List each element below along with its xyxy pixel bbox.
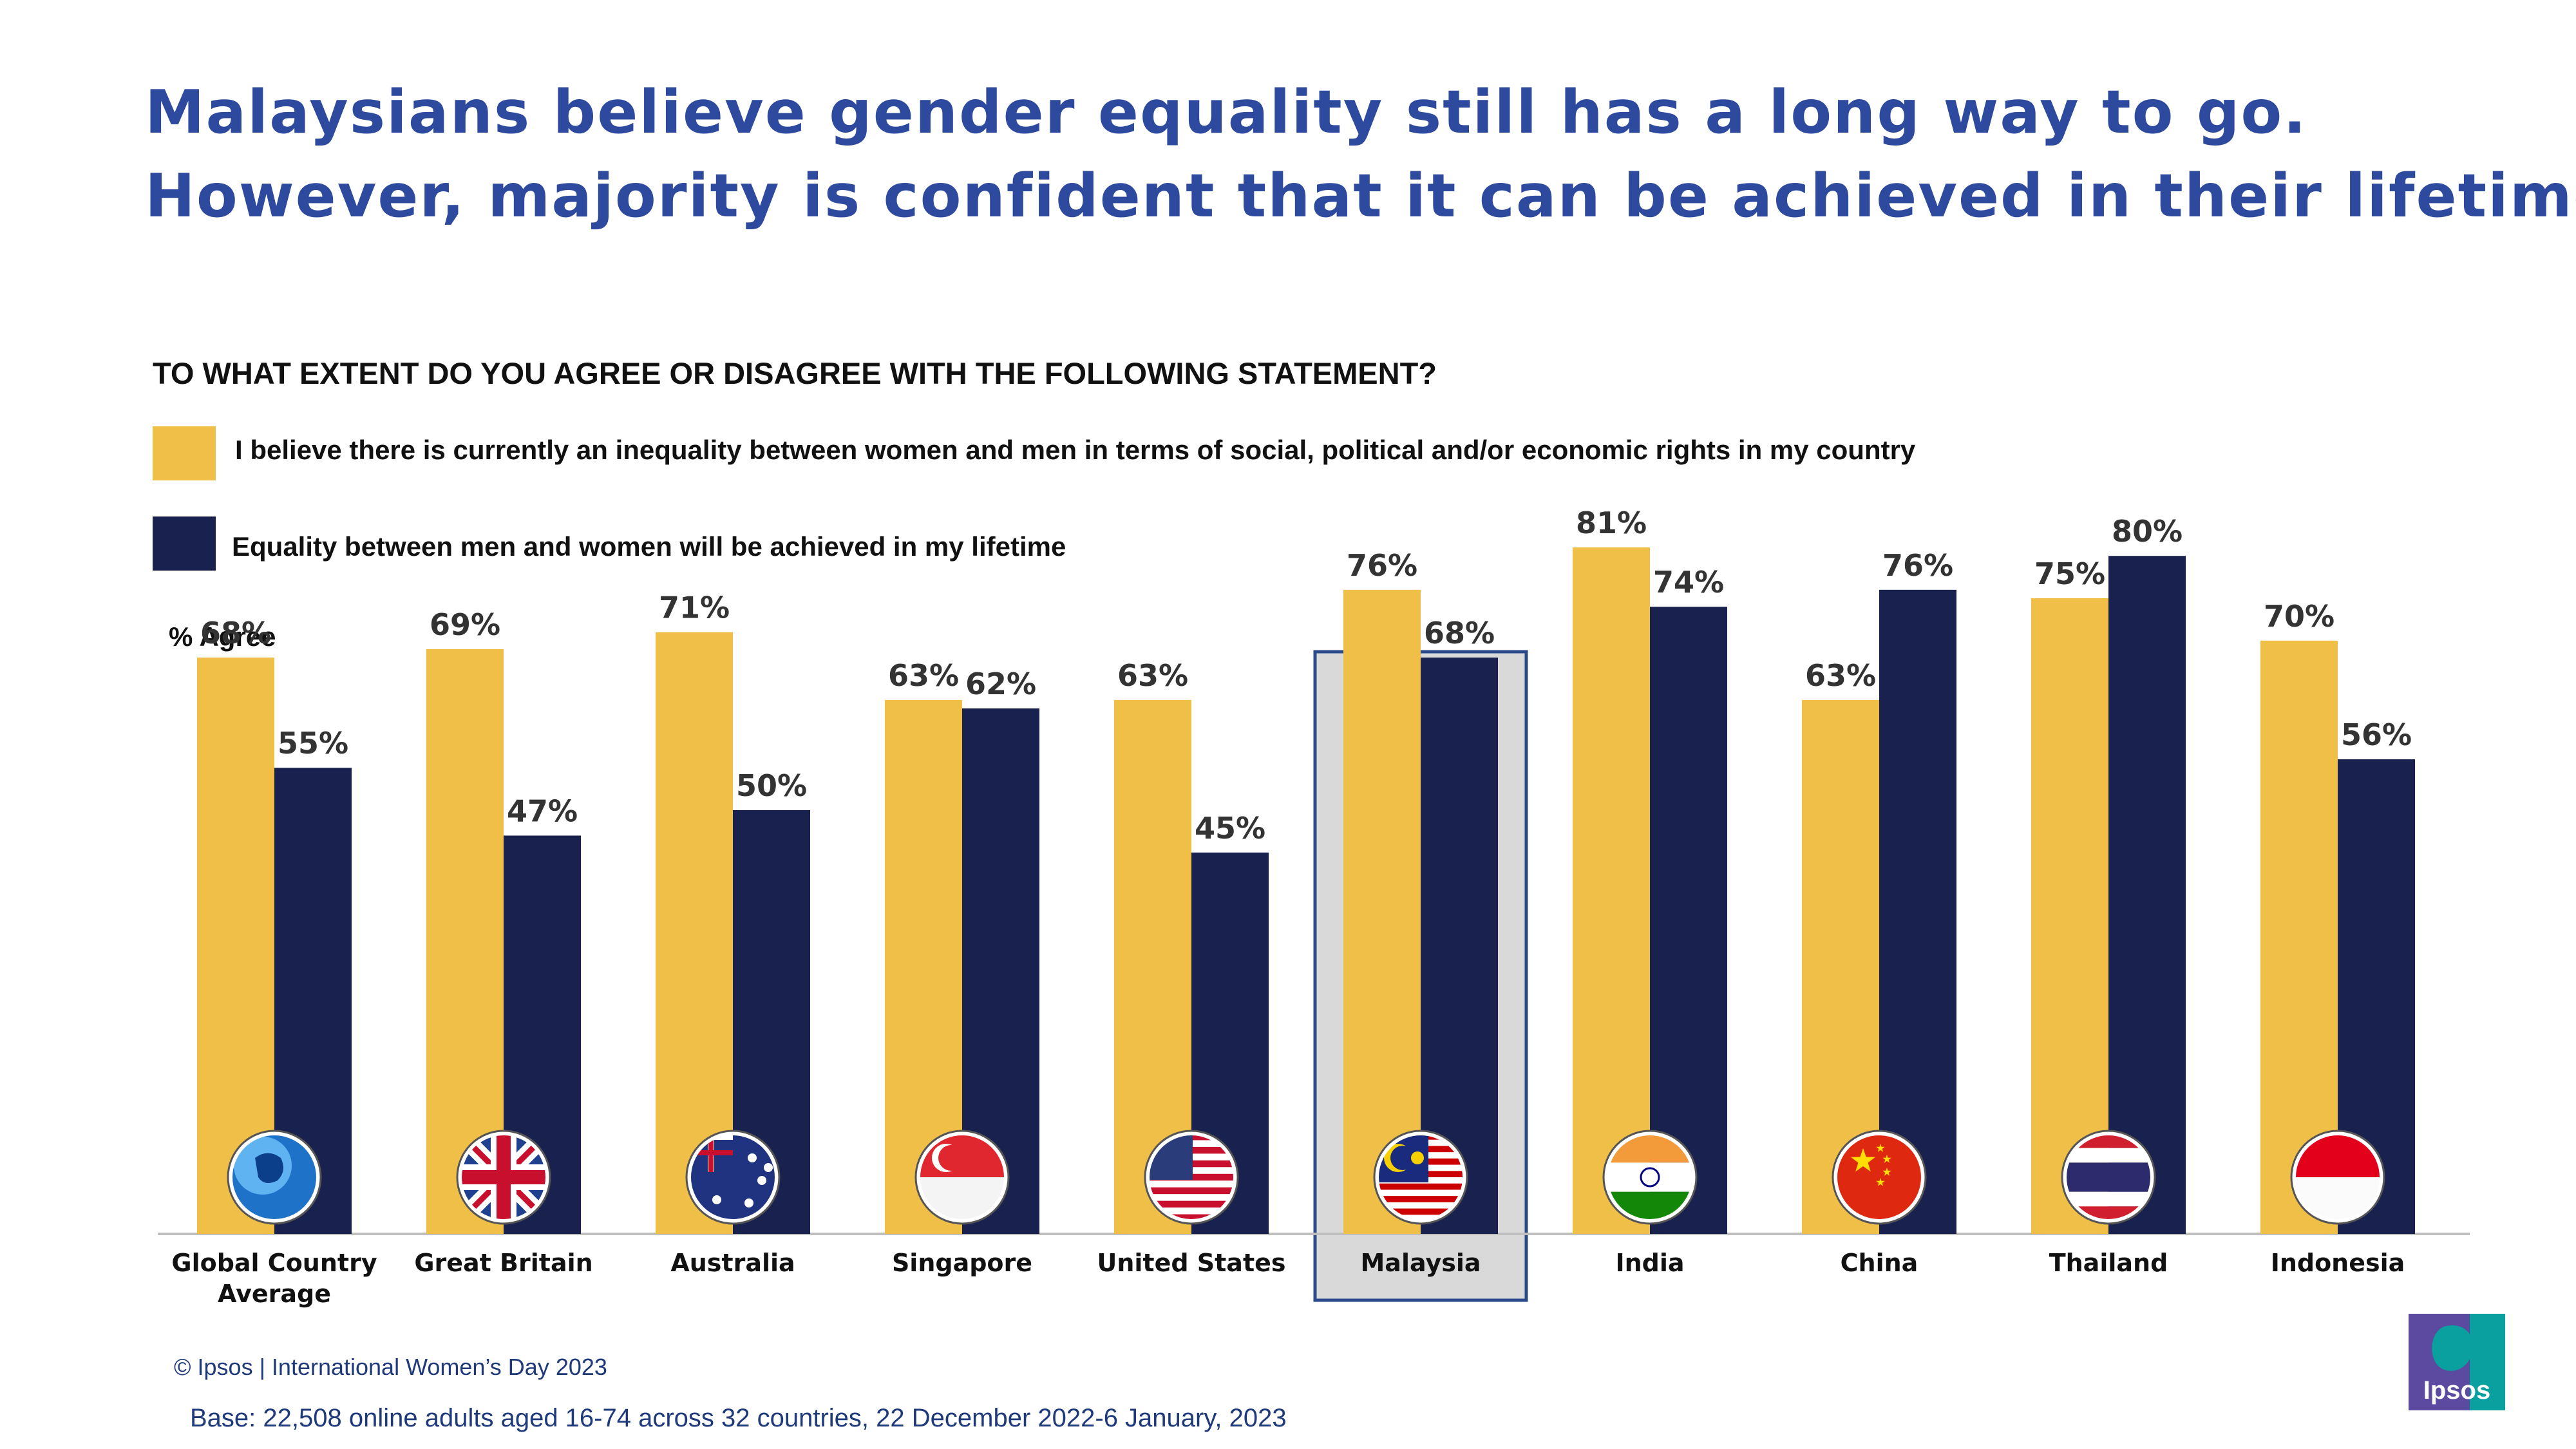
legend-label-inequality: I believe there is currently an inequali…	[235, 435, 1916, 465]
data-label: 75%	[2034, 556, 2105, 591]
thailand-flag-icon	[2061, 1130, 2156, 1225]
uk-flag-icon	[456, 1130, 551, 1225]
data-label: 81%	[1576, 506, 1647, 540]
globe-icon	[227, 1130, 322, 1225]
data-label: 45%	[1195, 811, 1265, 846]
data-label: 50%	[736, 768, 807, 803]
y-axis-label: % Agree	[169, 621, 276, 652]
china-flag-icon	[1832, 1130, 1927, 1225]
ipsos-logo: Ipsos	[2409, 1314, 2505, 1410]
data-label: 70%	[2264, 599, 2334, 634]
bar-malaysia-inequality	[1343, 589, 1421, 1234]
india-flag-icon	[1602, 1130, 1698, 1225]
bar-india-equality	[1650, 607, 1727, 1234]
chart-title: TO WHAT EXTENT DO YOU AGREE OR DISAGREE …	[153, 356, 1437, 390]
australia-flag-icon	[685, 1130, 781, 1225]
copyright-text: © Ipsos | International Women’s Day 2023	[174, 1354, 607, 1380]
legend-swatch-equality	[153, 516, 216, 571]
category-label: Thailand	[2049, 1249, 2168, 1277]
headline-line-1: Malaysians believe gender equality still…	[145, 77, 2307, 147]
category-label: China	[1841, 1249, 1918, 1277]
indonesia-flag-icon	[2290, 1130, 2385, 1225]
data-label: 68%	[1424, 616, 1495, 650]
category-label: Malaysia	[1360, 1249, 1481, 1277]
data-label: 63%	[1805, 658, 1876, 693]
bar-thailand-equality	[2108, 556, 2186, 1235]
data-label: 80%	[2112, 514, 2183, 549]
us-flag-icon	[1144, 1130, 1239, 1225]
data-label: 47%	[507, 793, 578, 828]
malaysia-flag-icon	[1373, 1130, 1468, 1225]
headline-line-2: However, majority is confident that it c…	[145, 161, 2576, 231]
data-label: 55%	[278, 726, 348, 761]
legend-swatch-inequality	[153, 426, 216, 480]
data-label: 69%	[430, 607, 500, 642]
data-label: 74%	[1653, 565, 1724, 600]
legend-label-equality: Equality between men and women will be a…	[232, 531, 1066, 562]
base-note: Base: 22,508 online adults aged 16-74 ac…	[190, 1404, 1287, 1432]
data-label: 63%	[1117, 658, 1188, 693]
singapore-flag-icon	[914, 1130, 1010, 1225]
category-label: Average	[218, 1280, 331, 1308]
category-label: Great Britain	[414, 1249, 592, 1277]
category-label: Global Country	[171, 1249, 377, 1277]
data-label: 76%	[1347, 548, 1417, 583]
category-label: Singapore	[892, 1249, 1032, 1277]
category-label: Australia	[670, 1249, 795, 1277]
data-label: 71%	[659, 591, 730, 625]
data-label: 63%	[888, 658, 959, 693]
category-label: Indonesia	[2271, 1249, 2405, 1277]
category-label: United States	[1097, 1249, 1285, 1277]
bar-china-equality	[1879, 589, 1956, 1234]
data-label: 62%	[965, 667, 1036, 701]
bar-india-inequality	[1573, 547, 1650, 1234]
data-label: 56%	[2341, 717, 2412, 752]
logo-text: Ipsos	[2423, 1376, 2490, 1405]
bar-thailand-inequality	[2031, 598, 2108, 1234]
data-label: 76%	[1882, 548, 1953, 583]
category-label: India	[1615, 1249, 1684, 1277]
data-label: 68%	[200, 616, 271, 650]
